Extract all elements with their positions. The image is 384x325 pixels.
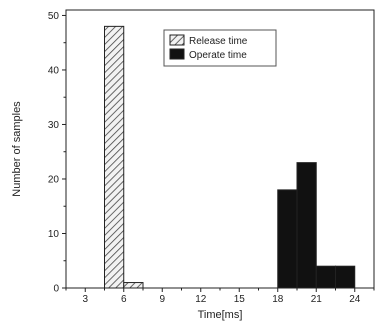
legend-swatch-release (169, 34, 185, 46)
x-tick-label: 15 (234, 294, 246, 305)
x-tick-label: 12 (195, 294, 207, 305)
legend-label-operate: Operate time (189, 50, 247, 61)
legend-swatch-operate (169, 48, 185, 60)
bar-release-0 (104, 25, 125, 289)
y-tick-label: 10 (48, 229, 60, 240)
x-tick-label: 18 (272, 294, 284, 305)
y-tick-label: 20 (48, 174, 60, 185)
y-tick-label: 30 (48, 120, 60, 131)
bar-operate-3 (335, 265, 356, 289)
x-tick-label: 6 (121, 294, 127, 305)
bar-operate-0 (277, 189, 298, 289)
bar-release-1 (123, 282, 144, 289)
x-tick-label: 9 (159, 294, 165, 305)
y-axis-title: Number of samples (11, 101, 23, 197)
x-tick-label: 21 (311, 294, 323, 305)
x-tick-label: 3 (82, 294, 88, 305)
y-tick-label: 50 (48, 11, 60, 22)
y-tick-label: 0 (53, 284, 59, 295)
bar-operate-2 (315, 265, 336, 289)
legend-label-release: Release time (189, 36, 248, 47)
x-axis-title: Time[ms] (198, 309, 243, 321)
y-tick-label: 40 (48, 65, 60, 76)
bar-operate-1 (296, 162, 317, 289)
x-tick-label: 24 (349, 294, 361, 305)
